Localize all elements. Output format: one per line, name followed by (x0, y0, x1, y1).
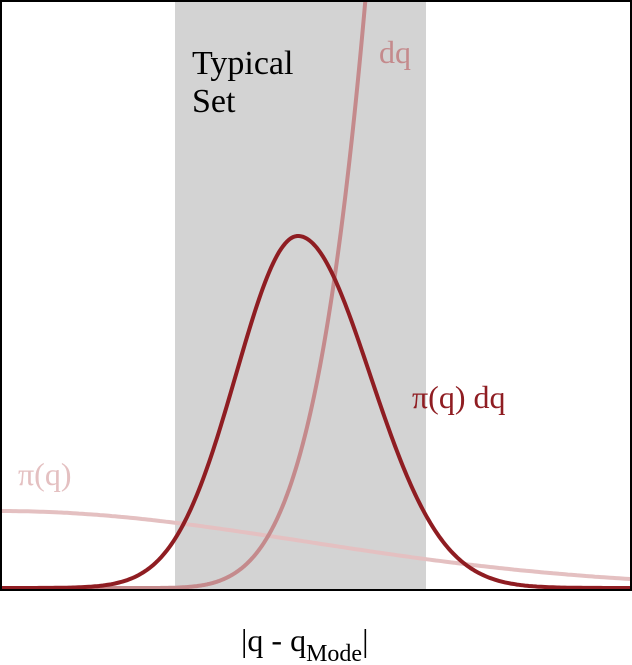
plot-frame (0, 0, 632, 591)
x-axis-label-main: |q - q (241, 622, 306, 658)
product-curve-label: π(q) dq (412, 379, 505, 415)
region-label-line1: Typical (192, 45, 293, 82)
region-label-line2: Set (192, 83, 236, 120)
product-curve (1, 234, 631, 590)
typical-set-region (175, 1, 426, 590)
x-axis-label: |q - qMode| (241, 622, 368, 665)
density-curve-label: π(q) (18, 456, 71, 492)
x-axis-label-end: | (362, 622, 368, 658)
x-axis-label-subscript: Mode (306, 641, 362, 665)
density-curve (1, 509, 632, 582)
volume-curve-label: dq (379, 34, 411, 70)
